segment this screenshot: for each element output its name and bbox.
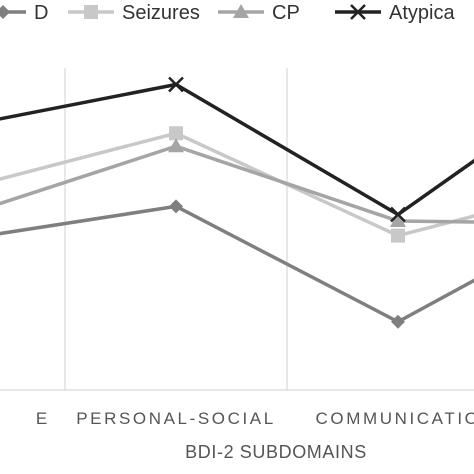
x-tick-label-1: PERSONAL-SOCIAL [76,409,276,428]
series-1-point-1 [169,126,183,141]
x-tick-labels: E PERSONAL-SOCIAL COMMUNICATIO [36,409,474,428]
series-markers [168,76,406,329]
legend-label-2: CP [272,2,300,24]
series-lines [0,82,474,324]
vertical-gridlines [64,68,288,390]
legend-marker-1 [84,5,98,19]
legend-label-0: D [34,2,48,24]
x-axis-label: BDI-2 SUBDOMAINS [185,442,367,462]
series-3-point-2 [390,206,406,223]
series-0-point-2 [391,314,405,329]
legend-marker-2 [233,4,249,18]
series-0-point-1 [169,199,183,214]
legend-marker-3 [350,4,366,20]
legend-label-3: Atypica [389,2,455,24]
x-tick-label-2: COMMUNICATIO [316,409,474,428]
series-3-point-1 [168,76,184,93]
series-2-point-2 [390,213,406,227]
legend-label-1: Seizures [122,2,200,24]
series-2-point-1 [168,138,184,153]
x-tick-label-0: E [36,409,50,428]
series-1-point-2 [391,228,405,243]
series-line-3 [0,82,474,217]
legend-marker-0 [0,5,10,19]
legend: D Seizures CP Atypica [0,2,455,24]
